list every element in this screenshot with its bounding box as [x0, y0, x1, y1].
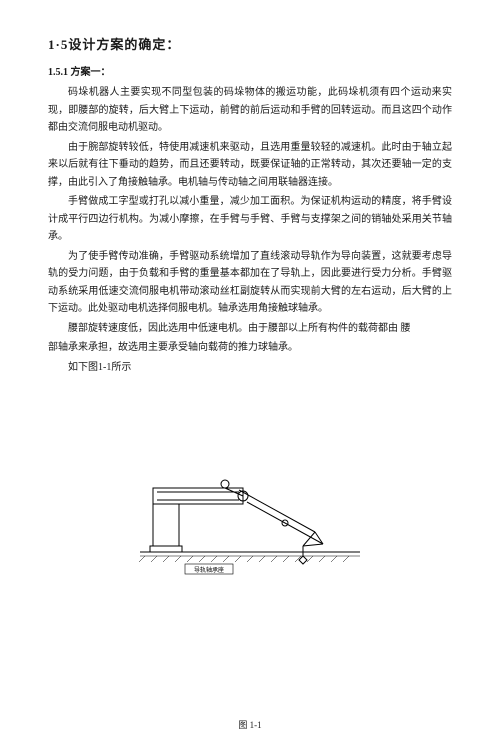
figure-label: 导轨轴承座: [194, 566, 224, 574]
heading-subsection: 1.5.1 方案一：: [48, 63, 452, 78]
figure-robot-diagram: 导轨轴承座: [48, 406, 452, 576]
figure-caption: 图 1-1: [0, 718, 500, 731]
paragraph: 由于腕部旋转较低，特使用减速机来驱动，且选用重量较轻的减速机。此时由于轴立起来以…: [48, 139, 452, 192]
paragraph: 为了使手臂传动准确，手臂驱动系统增加了直线滚动导轨作为导向装置，这就要考虑导轨的…: [48, 248, 452, 318]
paragraph: 手臂做成工字型或打孔以减小重量，减少加工面积。为保证机构运动的精度，将手臂设计成…: [48, 193, 452, 246]
heading-section: 1·5设计方案的确定：: [48, 34, 452, 53]
paragraph: 码垛机器人主要实现不同型包装的码垛物体的搬运功能，此码垛机须有四个运动来实现，即…: [48, 84, 452, 137]
paragraph: 如下图1-1所示: [48, 359, 452, 377]
paragraph: 部轴承来承担，故选用主要承受轴向载荷的推力球轴承。: [48, 339, 452, 357]
page: 1·5设计方案的确定： 1.5.1 方案一： 码垛机器人主要实现不同型包装的码垛…: [0, 0, 500, 737]
paragraph: 腰部旋转速度低，因此选用中低速电机。由于腰部以上所有构件的载荷都由 腰: [48, 320, 452, 338]
